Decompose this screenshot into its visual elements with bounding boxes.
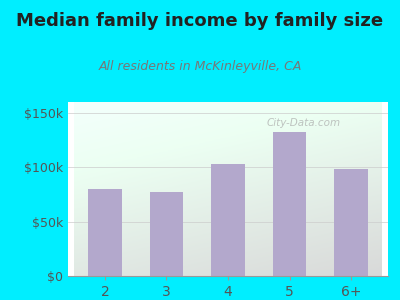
Bar — [334, 169, 368, 276]
Text: All residents in McKinleyville, CA: All residents in McKinleyville, CA — [98, 60, 302, 73]
Bar — [211, 164, 245, 276]
Bar — [150, 192, 183, 276]
Text: City-Data.com: City-Data.com — [266, 118, 340, 128]
Text: Median family income by family size: Median family income by family size — [16, 12, 384, 30]
Bar — [273, 133, 306, 276]
Bar — [88, 189, 122, 276]
